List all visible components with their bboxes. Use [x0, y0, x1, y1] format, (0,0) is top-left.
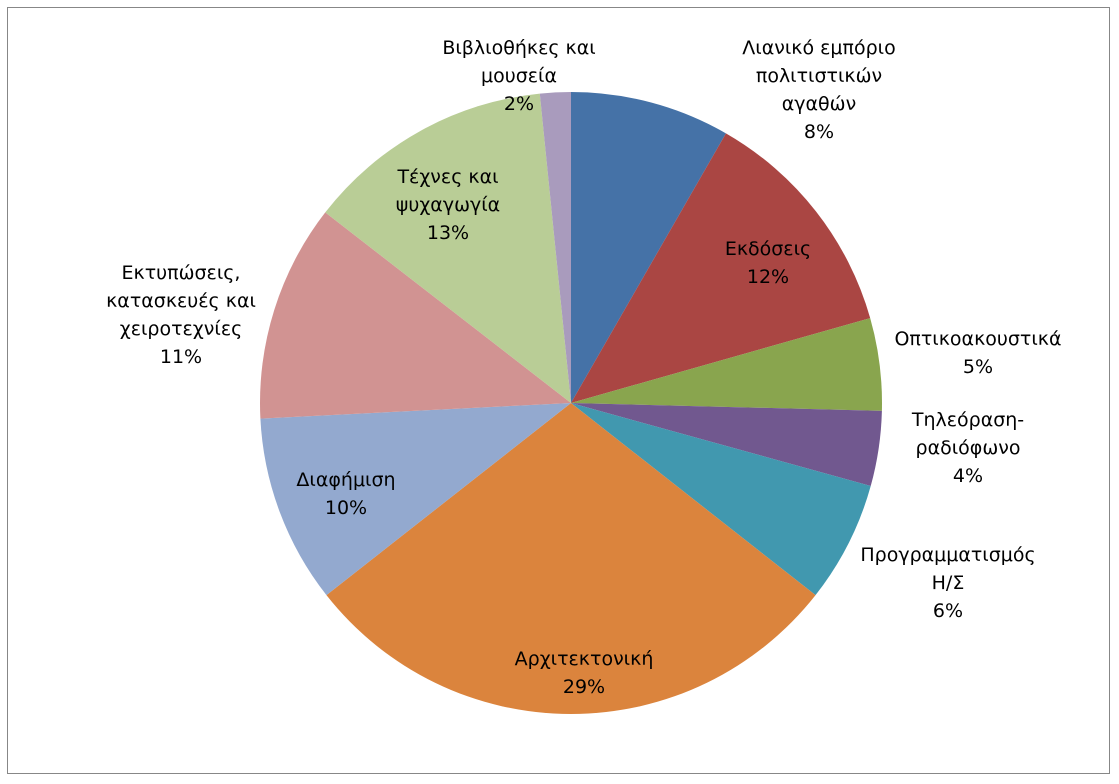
slice-label: Διαφήμιση 10% [296, 469, 395, 519]
slice-percent: 4% [953, 465, 983, 487]
slice-label: Τέχνες και ψυχαγωγία 13% [396, 166, 500, 244]
pie-chart: Λιανικό εμπόριο πολιτιστικών αγαθών 8% Εκδόσ… [106, 37, 1062, 715]
slice-category: Αρχιτεκτονική [515, 648, 654, 670]
slice-category: Βιβλιοθήκες και [442, 37, 595, 59]
pie-slice [326, 403, 816, 715]
slice-label: Οπτικοακουστικά 5% [894, 328, 1061, 378]
slice-percent: 13% [427, 222, 469, 244]
slice-category: Εκδόσεις [725, 238, 811, 260]
slice-label: Αρχιτεκτονική 29% [515, 648, 654, 698]
slice-category: μουσεία [481, 65, 557, 87]
pie-slice [571, 133, 871, 403]
chart-area: Λιανικό εμπόριο πολιτιστικών αγαθών 8% Εκδόσ… [7, 7, 1110, 774]
slice-label: Εκτυπώσεις, κατασκευές και χειροτεχνίες 11% [106, 262, 256, 368]
slice-label: Λιανικό εμπόριο πολιτιστικών αγαθών 8% [742, 37, 895, 143]
slice-label: Εκδόσεις 12% [725, 238, 811, 288]
pie-labels: Λιανικό εμπόριο πολιτιστικών αγαθών 8% Εκδόσ… [106, 37, 1061, 698]
slice-percent: 10% [325, 497, 367, 519]
slice-category: Διαφήμιση [296, 469, 395, 491]
slice-category: πολιτιστικών [756, 65, 882, 87]
slice-category: ραδιόφωνο [916, 437, 1021, 459]
slice-label: Τηλεόραση-ραδιόφωνο 4% [911, 409, 1024, 487]
slice-percent: 12% [747, 266, 789, 288]
slice-percent: 8% [804, 121, 834, 143]
slice-category: Η/Σ [932, 572, 965, 594]
slice-label: Προγραμματισμός Η/Σ 6% [860, 544, 1035, 622]
pie-slice [260, 403, 571, 596]
slice-percent: 11% [160, 346, 202, 368]
slice-percent: 29% [563, 676, 605, 698]
slice-category: Τηλεόραση- [911, 409, 1024, 431]
slice-category: Προγραμματισμός [860, 544, 1035, 566]
slice-percent: 6% [933, 600, 963, 622]
pie-slice [571, 403, 882, 487]
slice-category: χειροτεχνίες [120, 318, 243, 340]
slice-label: Βιβλιοθήκες και μουσεία 2% [442, 37, 595, 115]
slice-category: Λιανικό εμπόριο [742, 37, 895, 59]
slice-category: ψυχαγωγία [396, 194, 500, 216]
pie-slice [325, 93, 571, 403]
slice-percent: 2% [504, 93, 534, 115]
pie-slices [259, 92, 882, 715]
pie-slice [571, 318, 882, 411]
pie-slice [571, 403, 871, 596]
slice-category: Τέχνες και [396, 166, 498, 188]
pie-slice [259, 212, 571, 419]
pie-slice [571, 92, 726, 403]
slice-category: Οπτικοακουστικά [894, 328, 1061, 350]
slice-percent: 5% [963, 356, 993, 378]
pie-slice [539, 92, 571, 403]
slice-category: αγαθών [782, 93, 856, 115]
slice-category: Εκτυπώσεις, [122, 262, 241, 284]
slice-category: κατασκευές και [106, 290, 256, 312]
